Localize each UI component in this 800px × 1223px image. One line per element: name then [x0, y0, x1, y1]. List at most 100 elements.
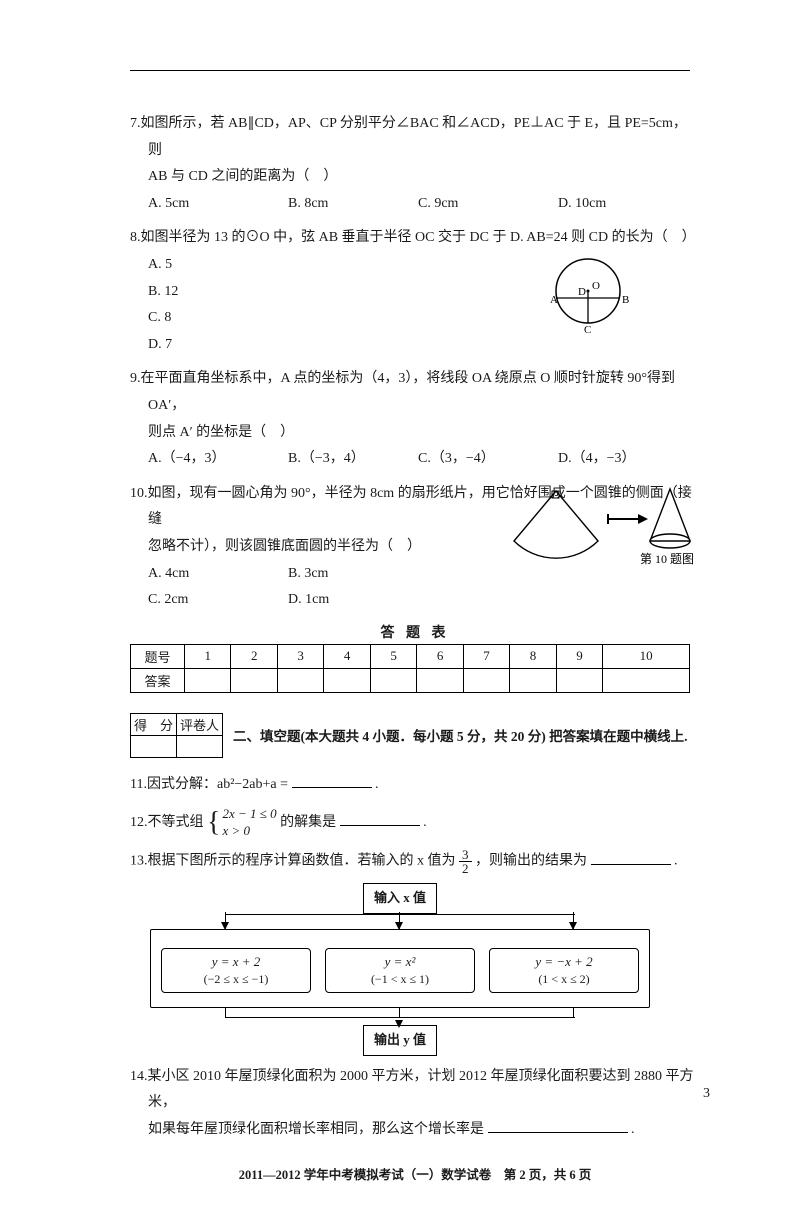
q10-options-row2: C. 2cm D. 1cm — [130, 587, 700, 614]
frac-num: 3 — [459, 848, 472, 862]
q7-opt-d: D. 10cm — [558, 191, 606, 218]
q13-text: 13.根据下图所示的程序计算函数值．若输入的 x 值为 — [130, 854, 456, 869]
score-label: 得 分 — [131, 713, 177, 735]
q14-blank — [488, 1119, 628, 1133]
table-row: 答案 — [131, 668, 690, 692]
q10-opt-a: A. 4cm — [148, 561, 288, 588]
q13-blank — [591, 851, 671, 865]
flow-input-label: 输入 x 值 — [363, 883, 437, 914]
q10-figure: 第 10 题图 — [500, 481, 700, 578]
q12-blank — [340, 812, 420, 826]
question-11: 11.因式分解：ab²−2ab+a = . — [130, 772, 700, 799]
q7-text1: 7.如图所示，若 AB∥CD，AP、CP 分别平分∠BAC 和∠ACD，PE⊥A… — [130, 111, 700, 164]
q13-tail: . — [674, 854, 678, 869]
q14-text2: 如果每年屋顶绿化面积增长率相同，那么这个增长率是 — [148, 1122, 484, 1137]
flow-arrows-top — [150, 914, 650, 930]
q12-line2: x > 0 — [222, 823, 276, 840]
section-2-title: 二、填空题(本大题共 4 小题．每小题 5 分，共 20 分) 把答案填在题中横… — [233, 725, 688, 745]
col-5: 5 — [370, 644, 416, 668]
score-box: 得 分评卷人 — [130, 713, 223, 758]
flow-c1a: y = x + 2 — [170, 953, 302, 971]
question-13: 13.根据下图所示的程序计算函数值．若输入的 x 值为 3 2 ，则输出的结果为… — [130, 848, 700, 1056]
question-9: 9.在平面直角坐标系中，A 点的坐标为（4，3），将线段 OA 绕原点 O 顺时… — [130, 366, 700, 472]
flow-c3a: y = −x + 2 — [498, 953, 630, 971]
q10-opt-c: C. 2cm — [148, 587, 288, 614]
q9-opt-a: A.（−4，3） — [148, 446, 288, 473]
flow-c1b: (−2 ≤ x ≤ −1) — [170, 971, 302, 988]
brace-icon: { — [207, 809, 220, 837]
q10-opt-d: D. 1cm — [288, 587, 418, 614]
col-10: 10 — [603, 644, 690, 668]
q8-figure: A B O D C — [530, 253, 640, 344]
col-4: 4 — [324, 644, 370, 668]
flow-branches: y = x + 2 (−2 ≤ x ≤ −1) y = x² (−1 < x ≤… — [150, 929, 650, 1008]
flow-output: 输出 y 值 — [150, 1025, 650, 1056]
q14-tail: . — [631, 1122, 635, 1137]
q7-opt-a: A. 5cm — [148, 191, 288, 218]
col-3: 3 — [277, 644, 323, 668]
q7-opt-b: B. 8cm — [288, 191, 418, 218]
table-row: 题号 1 2 3 4 5 6 7 8 9 10 — [131, 644, 690, 668]
q11-tail: . — [375, 777, 379, 792]
q12-suffix: 的解集是 — [280, 815, 336, 830]
reviewer-label: 评卷人 — [177, 713, 223, 735]
q12-line1: 2x − 1 ≤ 0 — [222, 806, 276, 823]
q9-options: A.（−4，3） B.（−3，4） C.（3，−4） D.（4，−3） — [130, 446, 700, 473]
svg-text:O: O — [592, 280, 600, 292]
q9-opt-d: D.（4，−3） — [558, 446, 636, 473]
col-6: 6 — [417, 644, 463, 668]
top-rule — [130, 70, 690, 71]
q14-line2: 如果每年屋顶绿化面积增长率相同，那么这个增长率是 . — [130, 1117, 700, 1144]
col-1: 1 — [185, 644, 231, 668]
flow-branch-2: y = x² (−1 < x ≤ 1) — [325, 948, 475, 993]
answer-table-title: 答 题 表 — [130, 622, 700, 642]
flow-c2a: y = x² — [334, 953, 466, 971]
page-number: 3 — [703, 1086, 710, 1102]
q9-text1: 9.在平面直角坐标系中，A 点的坐标为（4，3），将线段 OA 绕原点 O 顺时… — [130, 366, 700, 419]
question-10: 10.如图，现有一圆心角为 90°，半径为 8cm 的扇形纸片，用它恰好围成一个… — [130, 481, 700, 614]
answer-table-header: 题号 — [131, 644, 185, 668]
q8-text: 8.如图半径为 13 的⊙O 中，弦 AB 垂直于半径 OC 交于 DC 于 D… — [130, 225, 700, 252]
q9-opt-c: C.（3，−4） — [418, 446, 558, 473]
q9-text2: 则点 A′ 的坐标是（ ） — [130, 420, 700, 447]
q14-text1: 14.某小区 2010 年屋顶绿化面积为 2000 平方米，计划 2012 年屋… — [130, 1064, 700, 1117]
flow-output-label: 输出 y 值 — [363, 1025, 437, 1056]
flow-c3b: (1 < x ≤ 2) — [498, 971, 630, 988]
exam-page: 7.如图所示，若 AB∥CD，AP、CP 分别平分∠BAC 和∠ACD，PE⊥A… — [0, 0, 800, 1223]
svg-text:A: A — [550, 294, 558, 306]
q11-text: 11.因式分解：ab²−2ab+a = — [130, 777, 288, 792]
flow-branch-3: y = −x + 2 (1 < x ≤ 2) — [489, 948, 639, 993]
circle-chord-icon: A B O D C — [530, 253, 640, 333]
q7-opt-c: C. 9cm — [418, 191, 558, 218]
page-footer: 2011—2012 学年中考模拟考试（一）数学试卷 第 2 页，共 6 页 — [130, 1164, 700, 1183]
sector-cone-icon: 第 10 题图 — [500, 481, 700, 567]
flow-c2b: (−1 < x ≤ 1) — [334, 971, 466, 988]
svg-text:D: D — [578, 286, 586, 298]
q7-text2: AB 与 CD 之间的距离为（ ） — [130, 164, 700, 191]
fraction-3-2: 3 2 — [459, 848, 472, 875]
q7-options: A. 5cm B. 8cm C. 9cm D. 10cm — [130, 191, 700, 218]
col-2: 2 — [231, 644, 277, 668]
question-7: 7.如图所示，若 AB∥CD，AP、CP 分别平分∠BAC 和∠ACD，PE⊥A… — [130, 111, 700, 217]
q9-opt-b: B.（−3，4） — [288, 446, 418, 473]
inequality-system: { 2x − 1 ≤ 0 x > 0 — [207, 806, 277, 840]
svg-text:B: B — [622, 294, 629, 306]
svg-text:C: C — [584, 324, 591, 333]
question-12: 12.不等式组 { 2x − 1 ≤ 0 x > 0 的解集是 . — [130, 806, 700, 840]
question-8: 8.如图半径为 13 的⊙O 中，弦 AB 垂直于半径 OC 交于 DC 于 D… — [130, 225, 700, 358]
col-9: 9 — [556, 644, 602, 668]
q13-text2: ，则输出的结果为 — [475, 854, 587, 869]
answer-row-label: 答案 — [131, 668, 185, 692]
flowchart: 输入 x 值 y = x + 2 (−2 ≤ x ≤ −1) y = x² (−… — [150, 883, 650, 1055]
frac-den: 2 — [459, 862, 472, 875]
q12-prefix: 12.不等式组 — [130, 815, 204, 830]
answer-table: 题号 1 2 3 4 5 6 7 8 9 10 答案 — [130, 644, 690, 693]
col-7: 7 — [463, 644, 509, 668]
svg-text:第 10 题图: 第 10 题图 — [640, 552, 694, 566]
section-2-header: 得 分评卷人 二、填空题(本大题共 4 小题．每小题 5 分，共 20 分) 把… — [130, 713, 700, 758]
flow-input: 输入 x 值 — [150, 883, 650, 914]
q12-tail: . — [423, 815, 427, 830]
flow-branch-1: y = x + 2 (−2 ≤ x ≤ −1) — [161, 948, 311, 993]
flow-arrows-bottom — [150, 1008, 650, 1026]
q11-blank — [292, 774, 372, 788]
